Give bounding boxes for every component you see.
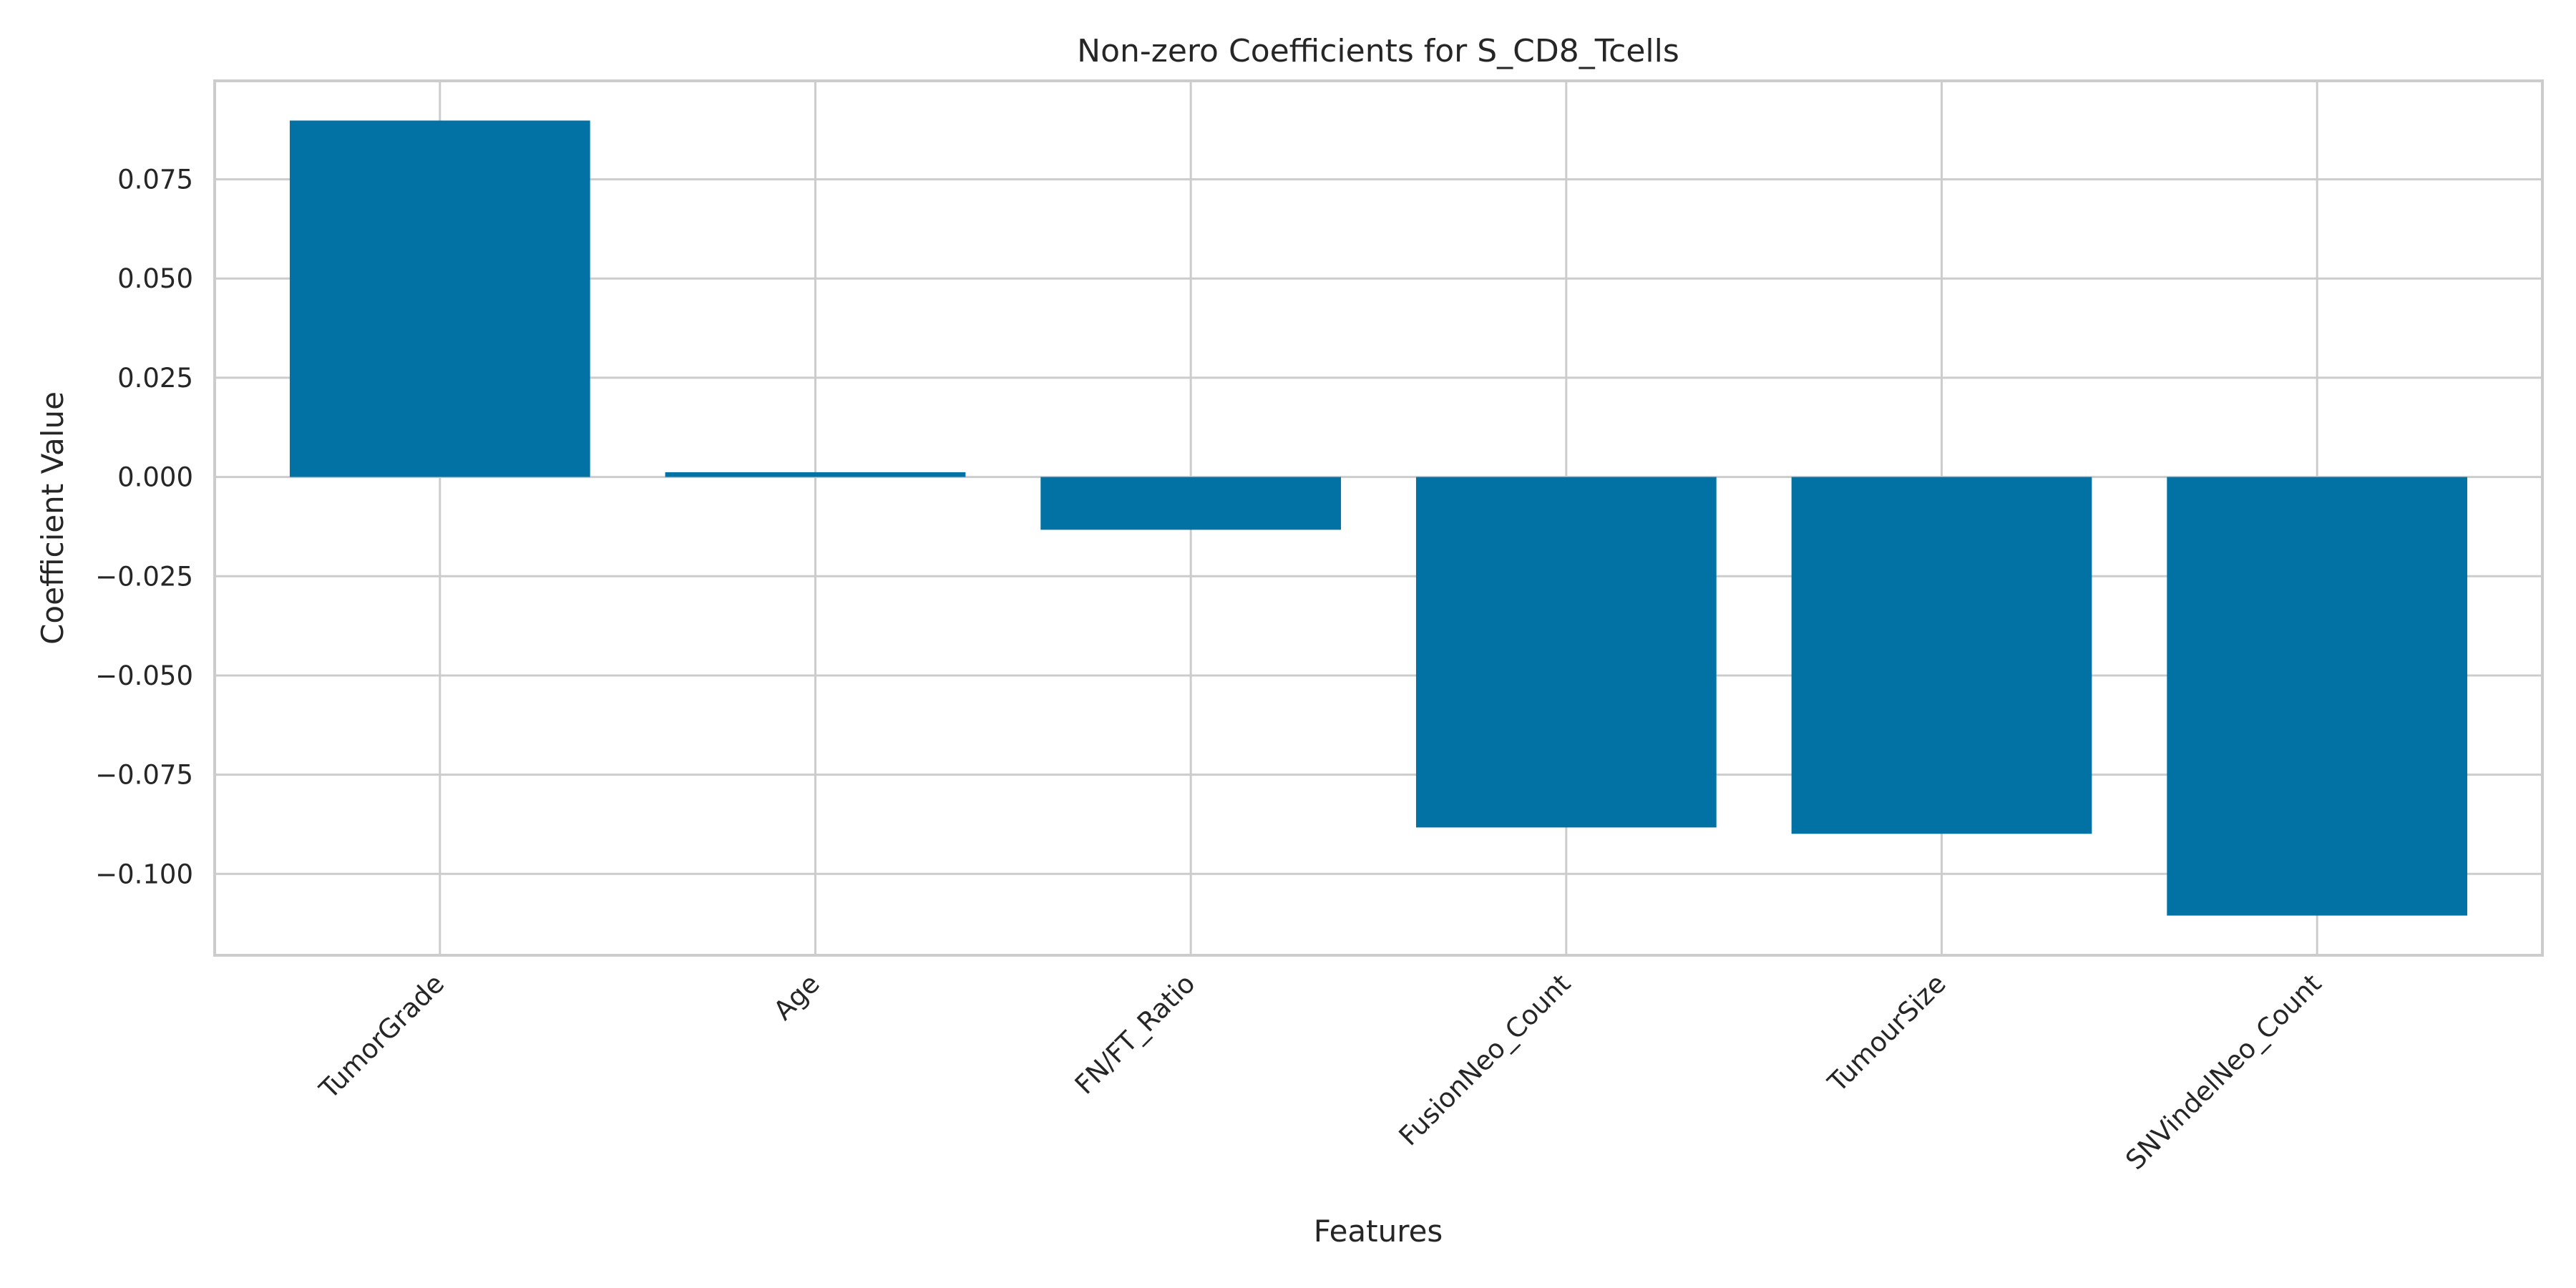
bar-fn-ft-ratio: [1040, 477, 1342, 530]
x-tick-label: FN/FT_Ratio: [1069, 968, 1201, 1101]
bar-age: [665, 472, 966, 477]
bar-tumoursize: [1791, 477, 2092, 834]
x-tick-labels: TumorGrade Age FN/FT_Ratio FusionNeo_Count T…: [313, 968, 2327, 1176]
y-tick-label: −0.075: [95, 760, 193, 791]
chart-title: Non-zero Coefficients for S_CD8_Tcells: [1077, 33, 1679, 69]
y-tick-label: −0.100: [95, 859, 193, 889]
bar-tumorgrade: [289, 120, 590, 477]
plot-frame: [213, 79, 2544, 957]
x-axis-label: Features: [1314, 1214, 1443, 1249]
bar-snvindelneo-count: [2167, 477, 2468, 916]
y-tick-label: 0.050: [117, 263, 193, 294]
x-tick-label: TumorGrade: [313, 968, 450, 1106]
x-tick-label: TumourSize: [1822, 968, 1952, 1098]
y-tick-label: −0.025: [95, 561, 193, 592]
bar-fusionneo-count: [1415, 477, 1717, 828]
y-tick-label: 0.075: [117, 165, 193, 195]
x-tick-label: FusionNeo_Count: [1393, 968, 1577, 1152]
y-tick-label: 0.025: [117, 363, 193, 394]
y-tick-labels: 0.075 0.050 0.025 0.000 −0.025 −0.050 −0.075 −0…: [95, 165, 193, 890]
bar-layer: [289, 120, 2468, 916]
y-tick-label: −0.050: [95, 660, 193, 691]
y-tick-label: 0.000: [117, 462, 193, 493]
x-tick-label: Age: [768, 968, 826, 1026]
x-tick-label: SNVindelNeo_Count: [2119, 968, 2327, 1176]
y-axis-label: Coefficient Value: [35, 391, 70, 645]
